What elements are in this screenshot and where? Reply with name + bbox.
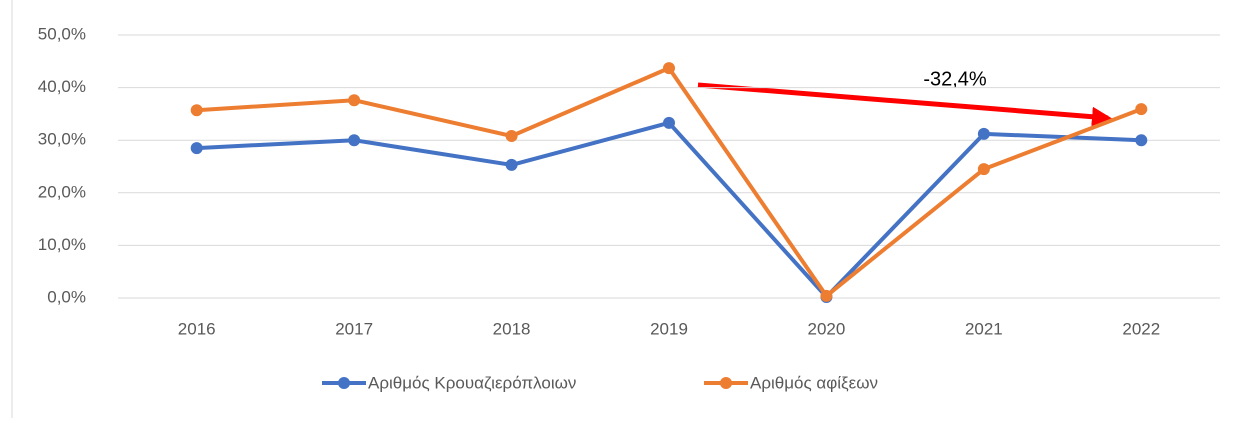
point — [190, 104, 203, 117]
point — [663, 62, 675, 75]
legend-marker — [338, 377, 350, 389]
annotation: -32,4% — [923, 68, 987, 90]
y-tick-label: 30,0% — [38, 130, 86, 149]
point — [977, 163, 990, 176]
point — [348, 94, 361, 107]
point — [820, 289, 833, 302]
x-tick-label: 2017 — [335, 319, 373, 338]
point — [505, 129, 518, 142]
x-tick-label: 2022 — [1122, 319, 1160, 338]
y-tick-label: 20,0% — [38, 182, 86, 201]
point — [190, 142, 203, 155]
series-line — [196, 66, 1143, 298]
arrow — [697, 82, 1112, 127]
point — [1135, 103, 1148, 116]
y-tick-label: 50,0% — [38, 24, 86, 43]
point — [663, 116, 675, 129]
x-tick-label: 2020 — [808, 319, 846, 338]
point — [1135, 134, 1148, 147]
point — [505, 158, 518, 171]
x-tick-label: 2018 — [493, 319, 531, 338]
series-line — [196, 120, 1142, 299]
legend-label: Αριθμός Κρουαζιερόπλοιων — [368, 373, 576, 392]
x-tick-label: 2016 — [178, 319, 216, 338]
y-tick-label: 0,0% — [47, 287, 86, 306]
x-tick-label: 2019 — [650, 319, 688, 338]
point — [348, 134, 361, 147]
legend-label: Αριθμός αφίξεων — [750, 373, 878, 392]
x-tick-label: 2021 — [965, 319, 1003, 338]
y-tick-label: 40,0% — [38, 77, 86, 96]
point — [977, 127, 990, 140]
y-tick-label: 10,0% — [38, 235, 86, 254]
legend-marker — [720, 377, 732, 389]
